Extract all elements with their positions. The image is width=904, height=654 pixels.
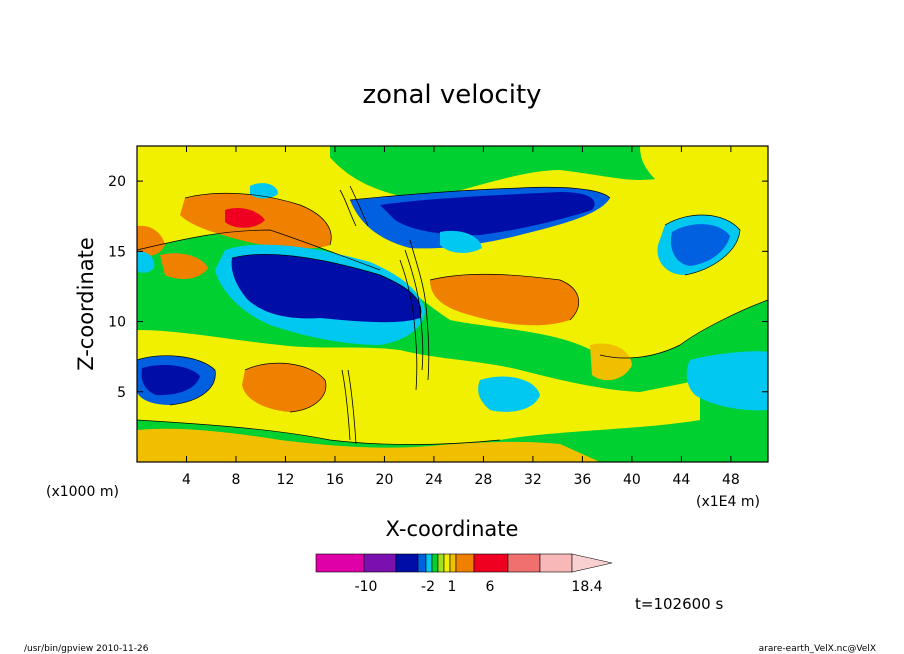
field-blue-central-jet <box>231 254 421 323</box>
field-orange-mid-right <box>430 274 579 326</box>
x-tick-label: 20 <box>376 472 394 488</box>
field-cyan-upper-right <box>440 230 482 253</box>
y-axis: 5 10 15 20 <box>108 174 768 401</box>
field-red-upper-left <box>225 208 265 228</box>
y-tick-label: 10 <box>108 315 126 331</box>
footer-right: arare-earth_VelX.nc@VelX <box>759 644 876 654</box>
chart-title: zonal velocity <box>362 80 541 110</box>
colorbar-segment <box>473 553 509 573</box>
x-tick-label: 24 <box>425 472 443 488</box>
colorbar-segment <box>539 553 573 573</box>
colorbar-segment <box>363 553 397 573</box>
time-annotation: t=102600 s <box>635 595 723 613</box>
turbulent-contours <box>339 185 430 445</box>
colorbar <box>315 553 613 573</box>
x-scale-note: (x1E4 m) <box>696 494 760 510</box>
contour-lines <box>137 186 768 445</box>
field-cyan-lower-mid <box>478 376 540 412</box>
colorbar-label: 6 <box>486 579 495 595</box>
field-orange-small-right <box>590 343 632 381</box>
plot-area <box>137 146 768 462</box>
field-blue-lower-left <box>141 364 200 396</box>
x-tick-label: 12 <box>277 472 295 488</box>
field-blue-right-edge <box>670 224 730 266</box>
colorbar-label: 18.4 <box>571 579 602 595</box>
colorbar-segment <box>417 553 427 573</box>
x-unit-label: (x1000 m) <box>46 484 119 500</box>
colorbar-labels: -10 -2 1 6 18.4 <box>355 579 603 595</box>
y-axis-title: Z-coordinate <box>74 237 98 371</box>
field-yellow-band <box>137 146 768 358</box>
colorbar-segment <box>443 553 451 573</box>
x-tick-label: 28 <box>475 472 493 488</box>
y-tick-label: 20 <box>108 174 126 190</box>
colorbar-segment <box>449 553 457 573</box>
colorbar-segment <box>507 553 541 573</box>
colorbar-segment <box>455 553 475 573</box>
colorbar-segment <box>315 553 365 573</box>
plot-frame <box>136 145 769 463</box>
colorbar-label: -10 <box>355 579 378 595</box>
colorbar-segment <box>437 553 445 573</box>
x-axis-title: X-coordinate <box>386 517 519 541</box>
x-tick-label: 44 <box>672 472 690 488</box>
field-cyan-lower-right <box>686 351 768 411</box>
colorbar-label: 1 <box>448 579 457 595</box>
x-tick-label: 16 <box>326 472 344 488</box>
x-tick-label: 8 <box>232 472 241 488</box>
field-cyan-top-left <box>250 183 278 199</box>
x-tick-label: 4 <box>182 472 191 488</box>
x-tick-label: 36 <box>573 472 591 488</box>
x-tick-label: 48 <box>722 472 740 488</box>
x-axis: 4 8 12 16 20 24 28 32 36 40 44 48 <box>182 146 740 488</box>
field-orange-bottom <box>137 428 600 462</box>
colorbar-segment <box>425 553 433 573</box>
y-tick-label: 15 <box>108 244 126 260</box>
footer-left: /usr/bin/gpview 2010-11-26 <box>24 644 149 654</box>
field-yellow-lower <box>137 330 700 445</box>
x-tick-label: 32 <box>524 472 542 488</box>
colorbar-label: -2 <box>421 579 435 595</box>
y-tick-label: 5 <box>117 385 126 401</box>
field-yellow-right <box>640 146 768 200</box>
field-orange-lower-mid <box>242 363 326 412</box>
colorbar-segment <box>431 553 439 573</box>
colorbar-arrow <box>571 553 613 573</box>
field-orange-left-mid <box>160 253 208 280</box>
field-yellow-top <box>137 146 330 190</box>
x-tick-label: 40 <box>623 472 641 488</box>
colorbar-segment <box>395 553 419 573</box>
field-blue-upper-right <box>380 192 595 236</box>
field-cyan-left-edge <box>137 251 155 273</box>
